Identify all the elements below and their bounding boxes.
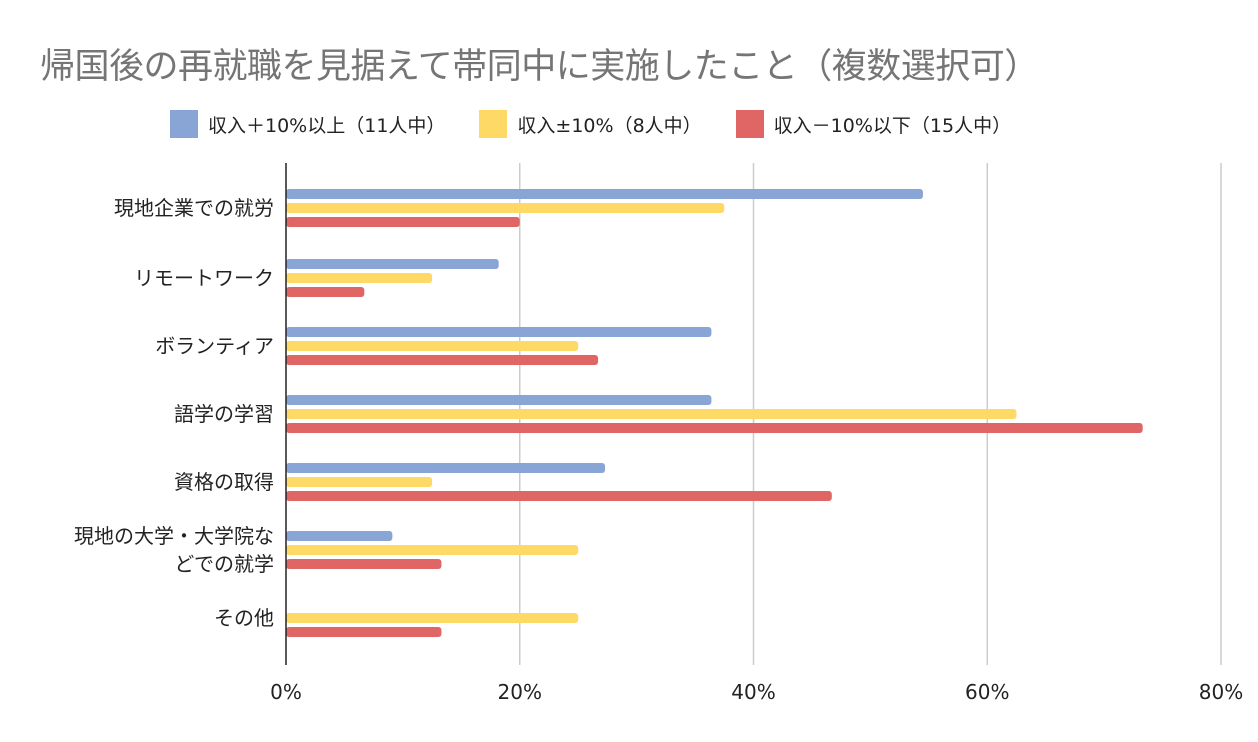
- x-tick-label: 40%: [731, 680, 775, 704]
- legend-swatch-series-1: [170, 110, 198, 138]
- x-tick-label: 60%: [965, 680, 1009, 704]
- bar: [286, 463, 606, 473]
- bar: [286, 203, 725, 213]
- chart-title: 帰国後の再就職を見据えて帯同中に実施したこと（複数選択可）: [40, 47, 1039, 87]
- bar: [286, 189, 923, 199]
- category-label: 現地企業での就労: [114, 196, 274, 220]
- x-tick-label: 80%: [1199, 680, 1243, 704]
- bar: [286, 287, 365, 297]
- legend-item-series-1: 収入＋10%以上（11人中）: [170, 110, 445, 138]
- category-label: ボランティア: [155, 334, 274, 358]
- legend-item-series-3: 収入－10%以下（15人中）: [735, 110, 1012, 138]
- bar: [286, 559, 442, 569]
- x-tick-label: 0%: [270, 680, 302, 704]
- x-tick-label: 20%: [498, 680, 542, 704]
- legend-label-series-2: 収入±10%（8人中）: [517, 114, 702, 137]
- bar: [286, 545, 579, 555]
- category-label: 現地の大学・大学院な: [74, 524, 274, 548]
- bar: [286, 423, 1143, 433]
- bar: [286, 395, 712, 405]
- bar: [286, 409, 1017, 419]
- bar: [286, 355, 599, 365]
- category-label: その他: [214, 606, 274, 630]
- bar: [286, 613, 579, 623]
- bar: [286, 341, 579, 351]
- bar: [286, 259, 499, 269]
- category-label: どでの就学: [174, 552, 274, 576]
- legend-label-series-3: 収入－10%以下（15人中）: [773, 114, 1012, 137]
- bar: [286, 327, 712, 337]
- legend-label-series-1: 収入＋10%以上（11人中）: [208, 114, 446, 137]
- legend-item-series-2: 収入±10%（8人中）: [479, 110, 702, 138]
- category-label: 語学の学習: [174, 402, 274, 426]
- legend-swatch-series-3: [735, 110, 764, 138]
- bar: [286, 531, 393, 541]
- bar: [286, 273, 433, 283]
- legend-swatch-series-2: [479, 110, 508, 138]
- legend: 収入＋10%以上（11人中） 収入±10%（8人中） 収入－10%以下（15人中…: [170, 110, 1011, 138]
- category-label: リモートワーク: [134, 266, 274, 290]
- bar: [286, 491, 832, 501]
- category-label: 資格の取得: [174, 470, 274, 494]
- bar: [286, 217, 520, 227]
- bar: [286, 477, 433, 487]
- bar: [286, 627, 442, 637]
